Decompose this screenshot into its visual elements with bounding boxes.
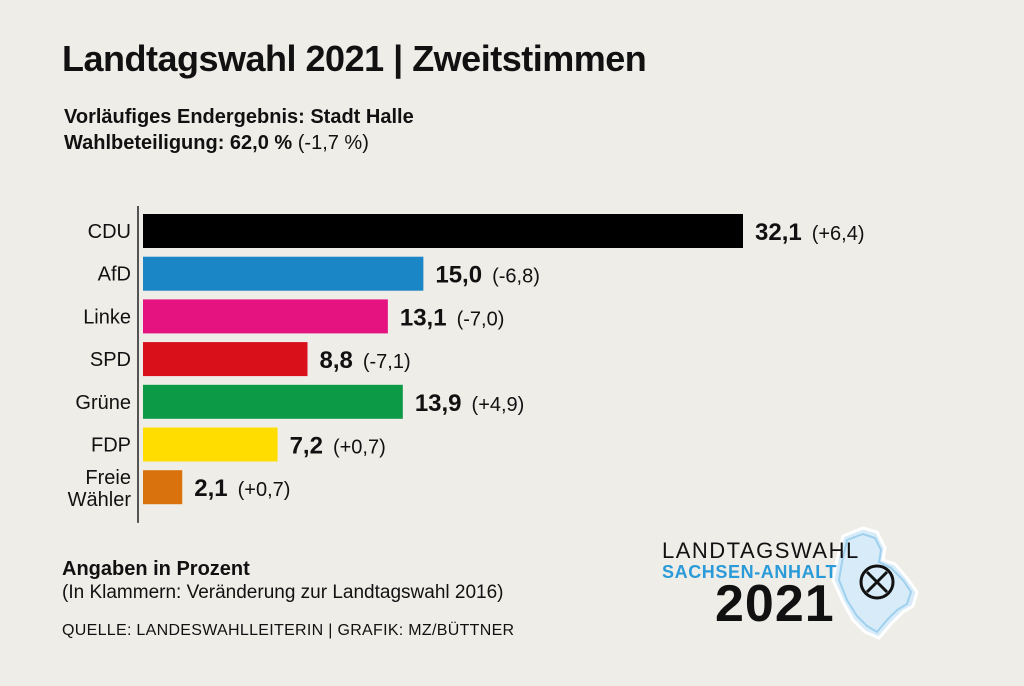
category-label-2: Linke xyxy=(83,306,131,328)
value-label-6: 2,1 (+0,7) xyxy=(194,475,290,502)
change-label-0: (+6,4) xyxy=(812,223,865,245)
turnout-line: Wahlbeteiligung: 62,0 % (-1,7 %) xyxy=(64,130,414,156)
value-label-0: 32,1 (+6,4) xyxy=(755,219,865,246)
saxony-anhalt-map-icon xyxy=(831,526,919,640)
bar-2 xyxy=(143,299,388,334)
value-label-5: 7,2 (+0,7) xyxy=(290,433,386,460)
logo-line-1: LANDTAGSWAHL xyxy=(662,538,860,563)
change-label-4: (+4,9) xyxy=(472,394,525,416)
bar-1 xyxy=(143,256,424,291)
value-label-3: 8,8 (-7,1) xyxy=(319,347,410,374)
bar-5 xyxy=(143,427,278,462)
bar-3 xyxy=(143,342,308,377)
bar-6 xyxy=(143,470,183,505)
subtitle-result: Vorläufiges Endergebnis: Stadt Halle xyxy=(64,106,414,128)
page-title: Landtagswahl 2021 | Zweitstimmen xyxy=(62,38,647,79)
change-label-5: (+0,7) xyxy=(333,437,386,459)
category-label-3: SPD xyxy=(90,349,131,371)
category-label-5: FDP xyxy=(91,435,131,457)
change-label-2: (-7,0) xyxy=(457,308,505,330)
logo-line-3: 2021 xyxy=(715,575,835,633)
category-label-1: AfD xyxy=(98,264,131,286)
turnout-label: Wahlbeteiligung: 62,0 % xyxy=(64,132,293,154)
change-label-6: (+0,7) xyxy=(238,479,291,501)
unit-note: Angaben in Prozent xyxy=(62,558,250,580)
election-logo: LANDTAGSWAHL SACHSEN-ANHALT 2021 xyxy=(655,520,945,660)
value-label-4: 13,9 (+4,9) xyxy=(415,390,525,417)
source-credit: QUELLE: LANDESWAHLLEITERIN | GRAFIK: MZ/… xyxy=(62,622,515,639)
change-label-1: (-6,8) xyxy=(492,266,540,288)
category-label-6: Freie Wähler xyxy=(68,467,132,511)
bar-4 xyxy=(143,384,403,419)
value-label-2: 13,1 (-7,0) xyxy=(400,304,505,331)
turnout-change: (-1,7 %) xyxy=(297,132,369,154)
change-note: (In Klammern: Veränderung zur Landtagswa… xyxy=(62,582,504,603)
category-label-0: CDU xyxy=(88,221,131,243)
value-label-1: 15,0 (-6,8) xyxy=(435,262,540,289)
bar-0 xyxy=(143,214,743,248)
logo-line-2: SACHSEN-ANHALT xyxy=(662,562,838,582)
category-label-4: Grüne xyxy=(75,392,131,414)
change-label-3: (-7,1) xyxy=(363,351,411,373)
subtitle: Vorläufiges Endergebnis: Stadt Halle Wah… xyxy=(64,104,414,156)
